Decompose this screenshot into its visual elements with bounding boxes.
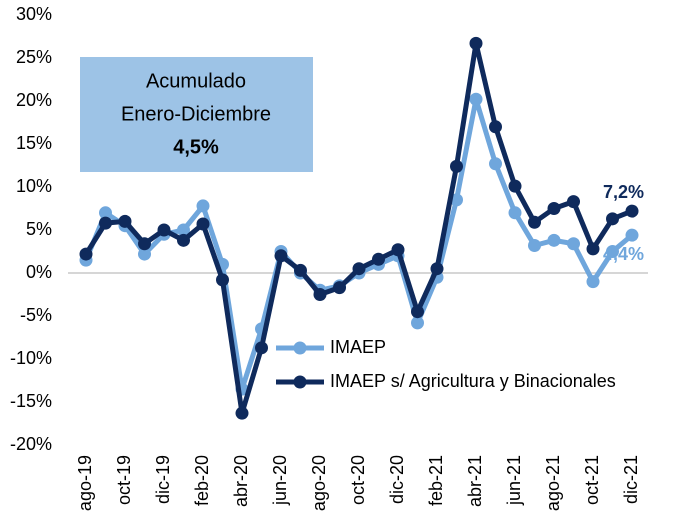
y-tick-label: 5% (26, 219, 52, 239)
series-marker (508, 206, 522, 220)
series-marker (157, 223, 171, 237)
series-marker (508, 179, 522, 193)
y-tick-label: 25% (16, 47, 52, 67)
series-marker (567, 237, 580, 251)
x-tick-label: abr-21 (465, 455, 485, 507)
series-marker (235, 406, 249, 420)
annotation-text: Acumulado (146, 70, 246, 92)
series-marker (606, 212, 619, 226)
series-marker (625, 204, 639, 218)
series-marker (391, 243, 405, 257)
series-marker (352, 262, 366, 276)
series-marker (372, 252, 385, 266)
series-marker (586, 275, 600, 289)
annotation-text: 4,5% (173, 136, 219, 158)
x-tick-label: dic-19 (153, 455, 173, 504)
value-label: 7,2% (603, 182, 644, 202)
series-marker (177, 223, 190, 237)
x-tick-label: ago-21 (543, 455, 563, 511)
x-tick-label: ago-19 (75, 455, 95, 511)
series-marker (489, 157, 502, 171)
legend-label: IMAEP (330, 337, 386, 357)
y-tick-label: 0% (26, 262, 52, 282)
x-tick-label: jun-21 (504, 455, 524, 506)
series-marker (216, 273, 229, 287)
series-marker (567, 195, 580, 209)
y-tick-label: -10% (10, 348, 52, 368)
x-tick-label: oct-21 (582, 455, 602, 505)
series-marker (333, 281, 346, 295)
x-tick-label: jun-20 (270, 455, 290, 506)
x-tick-label: ago-20 (309, 455, 329, 511)
series-marker (294, 263, 307, 277)
series-marker (528, 215, 541, 229)
x-tick-label: oct-19 (114, 455, 134, 505)
series-marker (450, 159, 463, 173)
y-tick-label: 20% (16, 90, 52, 110)
series-marker (196, 199, 210, 213)
value-label: 4,4% (603, 244, 644, 264)
annotation-text: Enero-Diciembre (121, 103, 271, 125)
series-marker (469, 36, 483, 50)
series-marker (547, 233, 561, 247)
y-tick-label: 30% (16, 4, 52, 24)
legend-marker (293, 375, 307, 389)
series-marker (177, 233, 190, 247)
series-marker (79, 247, 93, 261)
y-tick-label: 10% (16, 176, 52, 196)
series-marker (528, 238, 541, 252)
series-marker (99, 216, 112, 230)
x-tick-label: oct-20 (348, 455, 368, 505)
series-marker (196, 217, 210, 231)
legend-marker (293, 341, 307, 355)
series-marker (138, 237, 151, 251)
series-marker (469, 92, 483, 106)
series-marker (411, 316, 424, 330)
series-marker (255, 341, 268, 355)
series-marker (430, 262, 444, 276)
annotation-box (80, 57, 313, 172)
x-tick-label: feb-20 (192, 455, 212, 506)
series-marker (606, 245, 619, 258)
x-tick-label: dic-21 (621, 455, 641, 504)
series-marker (118, 214, 132, 228)
series-marker (138, 247, 151, 261)
series-marker (411, 305, 424, 319)
x-tick-label: abr-20 (231, 455, 251, 507)
series-marker (489, 120, 502, 134)
y-tick-label: -15% (10, 391, 52, 411)
series-marker (547, 202, 561, 215)
x-tick-label: feb-21 (426, 455, 446, 506)
series-marker (274, 249, 288, 263)
legend-label: IMAEP s/ Agricultura y Binacionales (330, 371, 616, 391)
y-tick-label: 15% (16, 133, 52, 153)
y-tick-label: -20% (10, 434, 52, 454)
series-marker (586, 242, 600, 256)
series-marker (313, 288, 327, 301)
x-tick-label: dic-20 (387, 455, 407, 504)
series-marker (625, 228, 639, 242)
y-tick-label: -5% (20, 305, 52, 325)
series-marker (99, 206, 112, 220)
